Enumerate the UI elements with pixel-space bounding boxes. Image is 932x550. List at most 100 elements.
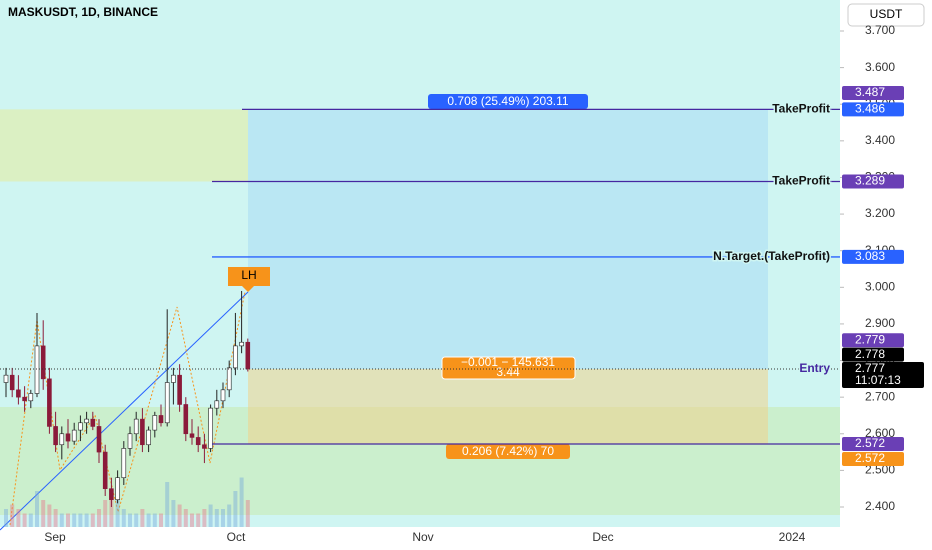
level-label: Entry [799, 361, 830, 375]
volume-bar [10, 504, 15, 527]
x-tick-label: Sep [44, 530, 66, 544]
target-stats-bg [428, 94, 588, 109]
candle-body [220, 389, 226, 402]
volume-bar [59, 513, 64, 527]
y-tick-label: 3.000 [865, 279, 895, 293]
price-tag-label: 2.777 [855, 361, 885, 375]
x-tick-label: 2024 [779, 530, 806, 544]
price-tag-label: 3.486 [855, 102, 885, 116]
candle-body [9, 374, 15, 391]
candle-body [146, 429, 151, 446]
volume-bar [196, 513, 201, 527]
price-tag-label: 2.779 [855, 332, 885, 346]
level-label: N.Target.(TakeProfit) [713, 249, 830, 263]
symbol-title: MASKUSDT, 1D, BINANCE [8, 5, 158, 19]
volume-bar [159, 513, 163, 527]
currency[interactable]: USDT [870, 7, 903, 21]
volume-bar [183, 509, 188, 527]
y-tick-label: 3.400 [865, 133, 895, 147]
candle-body [202, 444, 207, 449]
candle-body [208, 407, 213, 449]
volume-bar [239, 477, 244, 527]
trend-line [0, 291, 249, 531]
candle-body [96, 426, 102, 453]
pattern-label: LH [241, 268, 256, 282]
x-tick-label: Oct [227, 530, 246, 544]
countdown: 11:07:13 [855, 373, 901, 387]
candle-body [16, 389, 21, 398]
volume-bar [121, 509, 126, 527]
profit-zone [248, 109, 768, 369]
volume-bar [146, 513, 151, 527]
price-tag [842, 452, 904, 467]
entry-stats: −0.001 − 145.631 [461, 355, 555, 369]
y-tick-label: 3.600 [865, 60, 895, 74]
price-tag [842, 249, 904, 264]
price-tag [842, 174, 904, 189]
level-label: TakeProfit [772, 174, 830, 188]
y-tick-label: 2.600 [865, 426, 895, 440]
volume-bar [245, 500, 250, 527]
volume-bar [84, 513, 89, 527]
volume-bar [134, 513, 139, 527]
price-tag [842, 361, 924, 388]
volume-bar [140, 509, 145, 527]
price-tag [842, 347, 904, 362]
x-tick-label: Nov [412, 530, 433, 544]
candle-body [90, 418, 96, 427]
volume-bar [22, 513, 27, 527]
currency-button[interactable] [847, 3, 925, 27]
candle-body [245, 341, 251, 370]
volume-bar [16, 509, 21, 527]
y-tick-label: 2.700 [865, 389, 895, 403]
price-tag-label: 3.083 [855, 249, 885, 263]
candle-body [183, 404, 189, 435]
supply-zone [0, 109, 248, 182]
zones [0, 109, 768, 445]
volume-bar [78, 513, 83, 527]
volume-bar [190, 513, 194, 527]
price-tag-label: 3.487 [855, 85, 885, 99]
stop-stats-bg [446, 444, 570, 459]
candle-body [226, 367, 232, 391]
volume-bar [66, 513, 70, 527]
level-label: TakeProfit [772, 102, 830, 116]
y-tick-label: 3.700 [865, 23, 895, 37]
candle-body [164, 382, 170, 424]
candle-body [102, 451, 108, 489]
volume-bar [35, 491, 39, 527]
volume-bar [115, 500, 120, 527]
candle-body [71, 429, 77, 442]
target-stats: 0.708 (25.49%) 203.11 [447, 94, 569, 108]
volume-bar [214, 509, 219, 527]
candle-body [47, 378, 52, 427]
volume-bar [177, 504, 182, 527]
volume-bar [171, 500, 176, 527]
price-tag-label: 2.572 [855, 451, 885, 465]
candle-body [133, 418, 139, 435]
volume-bar [28, 513, 33, 527]
candle-body [140, 418, 145, 446]
volume-bar [152, 513, 157, 527]
y-tick-label: 2.400 [865, 499, 895, 513]
volume-bar [53, 509, 58, 527]
candle-body [34, 345, 40, 394]
x-tick-label: Dec [592, 530, 613, 544]
candle-body [109, 488, 114, 500]
volume-bar [208, 504, 213, 527]
y-tick-label: 2.500 [865, 463, 895, 477]
volume-bar [47, 504, 52, 527]
volume-bar [165, 482, 170, 527]
candle-body [28, 393, 34, 402]
marks [3, 290, 251, 527]
price-tag-label: 2.572 [855, 436, 885, 450]
candle-body [189, 433, 195, 438]
volume-bar [97, 509, 101, 527]
y-tick-label: 2.900 [865, 316, 895, 330]
volume-bar [90, 513, 95, 527]
time-axis-bg [0, 527, 840, 550]
candle-body [127, 433, 133, 449]
candle-body [233, 345, 238, 369]
volume-bar [41, 500, 46, 527]
